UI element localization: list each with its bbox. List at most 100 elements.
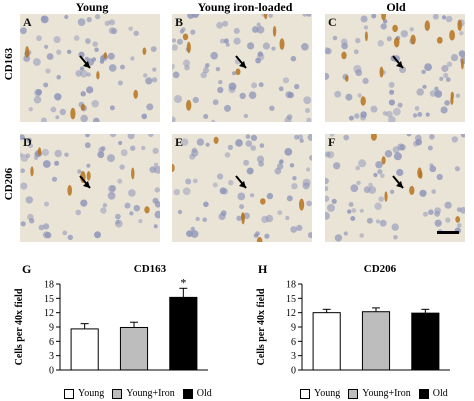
- nucleus-mark: [460, 207, 465, 214]
- nucleus-mark: [417, 112, 423, 117]
- nucleus-mark: [307, 232, 312, 239]
- nucleus-mark: [20, 182, 28, 190]
- nucleus-mark: [192, 178, 198, 184]
- nucleus-mark: [347, 209, 352, 214]
- y-tick-label: 0: [49, 366, 54, 377]
- nucleus-mark: [108, 64, 117, 72]
- nucleus-mark: [107, 154, 115, 163]
- nucleus-mark: [33, 58, 41, 66]
- nucleus-mark: [26, 137, 32, 143]
- nucleus-mark: [205, 142, 210, 147]
- nucleus-mark: [278, 86, 284, 92]
- nucleus-mark: [327, 203, 335, 212]
- nucleus-mark: [247, 42, 255, 50]
- legend-swatch-young: [300, 388, 310, 399]
- nucleus-mark: [154, 187, 160, 193]
- stained-cell-mark: [381, 14, 386, 21]
- nucleus-mark: [129, 211, 134, 216]
- stained-cell-mark: [424, 20, 430, 31]
- nucleus-mark: [285, 91, 293, 99]
- nucleus-mark: [345, 93, 353, 101]
- stained-cell-mark: [410, 34, 416, 45]
- arrow-head: [396, 181, 403, 188]
- nucleus-mark: [228, 82, 237, 91]
- nucleus-mark: [290, 226, 298, 233]
- nucleus-mark: [117, 80, 123, 86]
- nucleus-mark: [392, 146, 400, 154]
- nucleus-mark: [460, 134, 465, 138]
- nucleus-mark: [431, 189, 436, 194]
- bar-young: [70, 328, 99, 371]
- nucleus-mark: [225, 42, 230, 47]
- nucleus-mark: [421, 69, 426, 75]
- stained-cell-mark: [25, 46, 30, 58]
- stained-cell-mark: [393, 37, 400, 48]
- nucleus-mark: [97, 151, 105, 159]
- stained-cell-mark: [80, 104, 86, 111]
- nucleus-mark: [23, 55, 31, 62]
- nucleus-mark: [172, 116, 176, 122]
- nucleus-mark: [459, 31, 464, 36]
- nucleus-mark: [176, 38, 183, 45]
- nucleus-mark: [115, 213, 121, 220]
- stained-cell-mark: [449, 30, 455, 41]
- y-tick-label: 9: [49, 323, 54, 334]
- nucleus-mark: [91, 100, 99, 108]
- stained-cell-mark: [272, 25, 277, 37]
- nucleus-mark: [255, 57, 261, 64]
- nucleus-mark: [358, 159, 367, 168]
- nucleus-mark: [202, 217, 207, 222]
- nucleus-mark: [54, 93, 62, 101]
- y-axis-label: Cells per 40x field: [14, 288, 25, 365]
- nucleus-mark: [351, 208, 357, 213]
- nucleus-mark: [250, 134, 258, 141]
- nucleus-mark: [86, 86, 94, 94]
- significance-marker: *: [180, 275, 186, 289]
- nucleus-mark: [409, 27, 414, 32]
- nucleus-mark: [98, 147, 105, 153]
- nucleus-mark: [414, 134, 422, 142]
- nucleus-mark: [109, 105, 115, 111]
- nucleus-mark: [248, 91, 257, 99]
- y-tick-label: 3: [49, 351, 54, 362]
- nucleus-mark: [445, 217, 451, 223]
- nucleus-mark: [95, 14, 101, 20]
- stained-cell-mark: [379, 66, 384, 78]
- column-header-young: Young: [75, 0, 109, 14]
- nucleus-mark: [108, 27, 116, 34]
- nucleus-mark: [77, 169, 82, 174]
- legend-label: Old: [196, 388, 212, 399]
- legend-swatch-old: [182, 388, 193, 399]
- stained-cell-mark: [299, 198, 305, 211]
- tissue-texture: [325, 14, 465, 122]
- micrograph-panel-c: C: [325, 14, 465, 122]
- nucleus-mark: [269, 105, 275, 111]
- nucleus-mark: [388, 99, 395, 106]
- nucleus-mark: [84, 142, 91, 149]
- nucleus-mark: [325, 48, 332, 55]
- nucleus-mark: [20, 134, 25, 141]
- nucleus-mark: [325, 72, 330, 80]
- nucleus-mark: [202, 67, 210, 74]
- stained-cell-mark: [103, 52, 107, 59]
- nucleus-mark: [251, 82, 258, 89]
- nucleus-mark: [355, 165, 360, 171]
- micrograph-panel-f: F: [325, 134, 465, 242]
- nucleus-mark: [92, 41, 98, 47]
- nucleus-mark: [363, 25, 369, 30]
- nucleus-mark: [133, 30, 139, 36]
- y-tick-label: 15: [44, 294, 54, 305]
- y-tick-label: 6: [49, 337, 54, 348]
- nucleus-mark: [181, 138, 189, 146]
- nucleus-mark: [85, 38, 91, 44]
- nucleus-mark: [56, 49, 62, 55]
- nucleus-mark: [257, 51, 263, 57]
- nucleus-mark: [443, 72, 449, 79]
- nucleus-mark: [44, 201, 49, 207]
- stained-cell-mark: [455, 216, 461, 223]
- legend-label: Young: [314, 388, 341, 399]
- nucleus-mark: [143, 73, 148, 78]
- nucleus-mark: [73, 35, 80, 41]
- nucleus-mark: [429, 163, 434, 168]
- nucleus-mark: [256, 155, 265, 163]
